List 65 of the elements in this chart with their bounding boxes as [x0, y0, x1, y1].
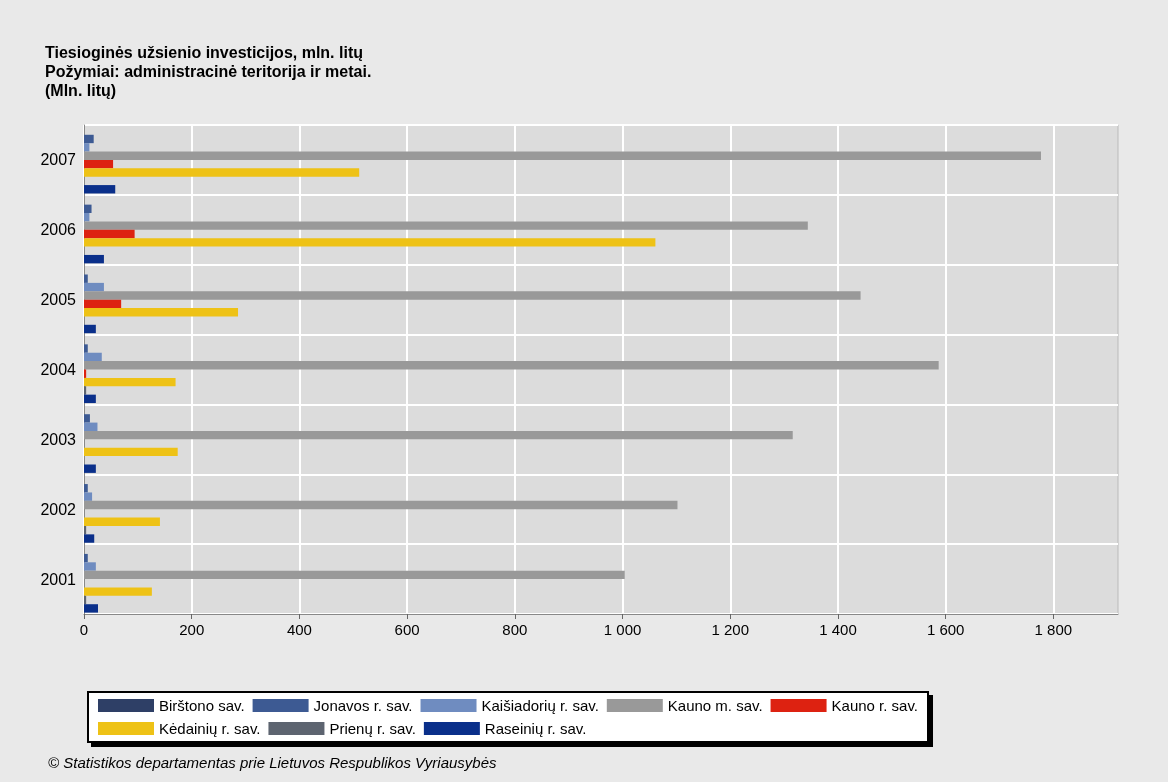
bar	[84, 386, 87, 395]
y-tick-label: 2004	[40, 361, 77, 378]
x-tick-label: 1 800	[1034, 621, 1073, 638]
bar	[84, 361, 939, 370]
x-tick-label: 800	[502, 621, 528, 638]
bar	[84, 151, 1041, 160]
bar	[84, 430, 793, 440]
y-tick-label: 2005	[40, 291, 77, 309]
x-tick-label: 1 200	[711, 621, 750, 638]
bar	[84, 134, 94, 144]
bar	[84, 587, 152, 596]
x-tick-label: 400	[286, 621, 312, 638]
bar	[84, 344, 88, 353]
bar	[84, 291, 861, 300]
x-tick-label: 1 400	[819, 621, 857, 638]
bar	[84, 308, 239, 317]
bar	[84, 168, 360, 177]
bar	[84, 238, 656, 247]
bar	[84, 492, 93, 501]
bar	[84, 221, 808, 230]
bar	[84, 534, 95, 543]
bar	[84, 464, 96, 473]
bar	[84, 604, 98, 613]
bar	[84, 274, 88, 283]
bar	[84, 553, 88, 563]
legend-label: Raseinių r. sav.	[484, 720, 587, 737]
bar	[84, 517, 160, 526]
legend-label: Kauno m. sav.	[667, 697, 763, 714]
bar	[84, 299, 122, 309]
legend-label: Jonavos r. sav.	[313, 697, 413, 714]
bar	[84, 570, 625, 580]
bar	[84, 377, 176, 387]
y-tick-label: 2003	[40, 430, 77, 448]
bar	[84, 185, 116, 194]
bar	[84, 500, 678, 510]
bar	[84, 562, 96, 571]
y-tick-label: 2007	[40, 151, 77, 169]
y-tick-label: 2002	[40, 500, 77, 518]
bar	[84, 143, 90, 152]
x-tick-label: 600	[394, 621, 420, 638]
bar	[84, 422, 98, 431]
text: © Statistikos departamentas prie Lietuvos Respublikos Vyriausybės	[48, 754, 497, 771]
legend-label: Kėdainių r. sav.	[159, 720, 261, 737]
bar	[84, 254, 104, 264]
chart-title: Tiesioginės užsienio investicijos, mln. litų Požymiai: administracinė teritorija ir metai. (Mln. litų)	[45, 44, 372, 99]
y-tick-label: 2006	[40, 221, 77, 239]
legend-label: Kauno r. sav.	[831, 697, 919, 714]
legend-label: Prienų r. sav.	[329, 720, 416, 737]
bar	[84, 229, 135, 239]
x-tick-label: 0	[79, 621, 89, 638]
legend-label: Kaišiadorių r. sav.	[481, 697, 599, 714]
x-tick-label: 1 600	[926, 621, 965, 638]
bar	[84, 352, 102, 362]
x-tick-label: 1 000	[603, 621, 642, 638]
bar	[84, 282, 104, 292]
bar	[84, 414, 90, 423]
y-tick-label: 2001	[40, 570, 77, 588]
bar	[84, 484, 88, 493]
bar	[84, 394, 96, 404]
bar	[84, 447, 178, 457]
bar	[84, 204, 92, 214]
x-tick-label: 200	[179, 621, 205, 638]
legend-label: Birštono sav.	[159, 697, 245, 714]
bar	[84, 324, 96, 334]
bar	[84, 159, 114, 169]
